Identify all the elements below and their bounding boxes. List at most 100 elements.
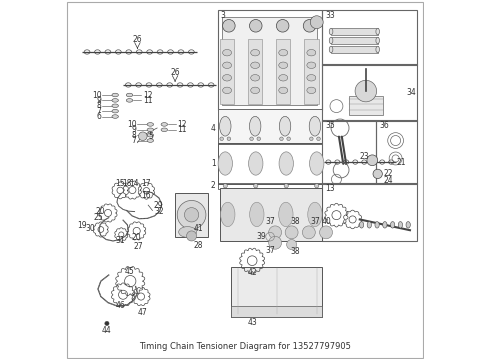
Text: 22: 22 (383, 170, 392, 179)
Bar (322, 183, 417, 241)
Bar (175, 193, 208, 237)
Text: 43: 43 (247, 318, 257, 327)
Bar (218, 143, 322, 184)
Text: 29: 29 (154, 201, 164, 210)
Ellipse shape (279, 49, 288, 56)
Text: 40: 40 (321, 217, 331, 226)
Bar (218, 10, 322, 110)
Ellipse shape (279, 202, 293, 226)
Bar (218, 109, 322, 144)
Ellipse shape (367, 222, 371, 228)
Bar (322, 10, 417, 65)
Bar (231, 267, 322, 317)
Text: 10: 10 (127, 120, 137, 129)
Text: 2: 2 (211, 181, 216, 190)
Ellipse shape (147, 128, 153, 132)
Circle shape (287, 137, 291, 140)
Ellipse shape (376, 28, 379, 35)
Text: 12: 12 (143, 90, 152, 99)
Circle shape (284, 184, 289, 188)
Text: 27: 27 (134, 242, 143, 251)
Ellipse shape (112, 109, 119, 113)
Text: 11: 11 (177, 125, 187, 134)
Text: 47: 47 (137, 308, 147, 317)
Text: 5: 5 (148, 132, 153, 141)
Ellipse shape (248, 152, 263, 175)
Bar (220, 40, 234, 104)
Ellipse shape (303, 19, 316, 32)
Ellipse shape (112, 99, 119, 102)
Text: 26: 26 (133, 35, 142, 44)
Circle shape (250, 137, 253, 140)
Ellipse shape (147, 134, 153, 137)
Ellipse shape (310, 152, 324, 175)
Bar (276, 40, 291, 104)
Text: 17: 17 (142, 179, 151, 188)
Circle shape (254, 184, 258, 188)
Ellipse shape (383, 222, 387, 228)
Ellipse shape (329, 28, 333, 35)
Circle shape (177, 201, 206, 229)
Text: 21: 21 (396, 158, 406, 167)
Circle shape (310, 137, 313, 140)
Bar (331, 46, 378, 53)
Ellipse shape (222, 19, 235, 32)
Ellipse shape (329, 37, 333, 44)
Text: 11: 11 (143, 96, 152, 105)
Text: 44: 44 (102, 326, 112, 335)
Ellipse shape (279, 62, 288, 68)
Ellipse shape (249, 116, 261, 136)
Circle shape (223, 184, 227, 188)
Ellipse shape (376, 46, 379, 53)
Bar (231, 306, 322, 317)
Ellipse shape (329, 46, 333, 53)
Bar (349, 96, 383, 116)
Ellipse shape (251, 75, 260, 81)
Ellipse shape (376, 37, 379, 44)
Text: 37: 37 (265, 246, 275, 255)
Text: 30: 30 (85, 224, 95, 233)
Ellipse shape (222, 62, 232, 68)
Text: 31: 31 (116, 236, 125, 245)
Text: 36: 36 (379, 121, 389, 130)
Bar (331, 28, 378, 35)
Bar (248, 40, 262, 104)
Text: 19: 19 (77, 221, 87, 230)
Text: 35: 35 (325, 121, 335, 130)
Text: 3: 3 (220, 12, 225, 21)
Bar (376, 120, 417, 184)
Text: 4: 4 (211, 123, 216, 132)
Ellipse shape (218, 152, 232, 175)
Circle shape (287, 239, 296, 249)
Ellipse shape (251, 87, 260, 94)
Bar (221, 17, 317, 105)
Ellipse shape (147, 139, 153, 142)
Circle shape (310, 16, 323, 29)
Ellipse shape (307, 87, 316, 94)
Ellipse shape (112, 93, 119, 97)
Ellipse shape (309, 116, 320, 136)
Circle shape (220, 137, 223, 140)
Circle shape (269, 226, 282, 239)
Ellipse shape (222, 75, 232, 81)
Ellipse shape (279, 116, 291, 136)
Text: 7: 7 (132, 136, 137, 145)
Text: 26: 26 (170, 68, 180, 77)
Ellipse shape (391, 222, 395, 228)
Ellipse shape (147, 123, 153, 126)
Ellipse shape (222, 49, 232, 56)
Text: 38: 38 (291, 217, 300, 226)
Ellipse shape (251, 49, 260, 56)
Text: 14: 14 (129, 179, 139, 188)
Bar (220, 188, 322, 241)
Circle shape (319, 226, 333, 239)
Bar (322, 64, 417, 121)
Ellipse shape (279, 87, 288, 94)
Circle shape (184, 208, 199, 222)
Ellipse shape (249, 19, 262, 32)
Text: 7: 7 (97, 107, 101, 116)
Text: 16: 16 (141, 191, 150, 200)
Text: 37: 37 (265, 217, 275, 226)
Ellipse shape (112, 115, 119, 118)
Ellipse shape (126, 93, 133, 97)
